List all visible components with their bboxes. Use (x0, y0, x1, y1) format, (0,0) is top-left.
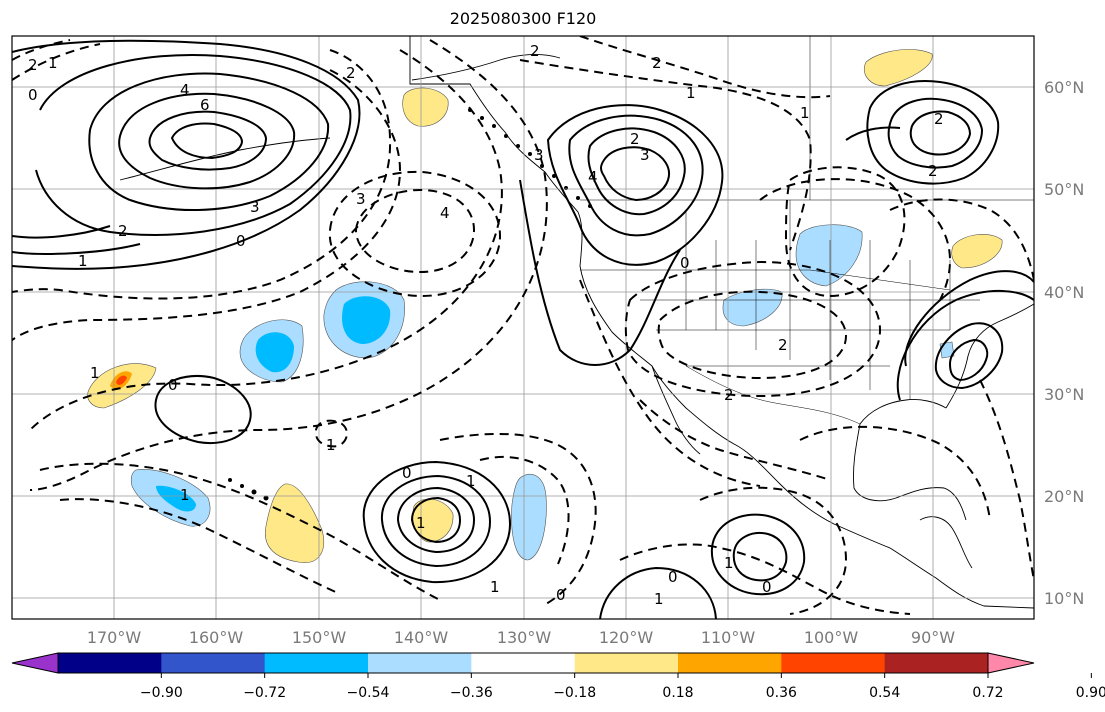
contour-label: 3 (250, 198, 260, 216)
colorbar-tick-label: 0.36 (766, 685, 797, 701)
contour-label: 1 (654, 590, 664, 608)
contour-label: 2 (346, 64, 356, 82)
contour-label: 1 (466, 472, 476, 490)
island-chain (228, 108, 592, 501)
contour-label: 0 (168, 376, 178, 394)
latitude-tick-label: 40°N (1044, 283, 1084, 302)
colorbar-segment (471, 653, 576, 673)
colorbar-segment (161, 653, 266, 673)
contour-label: 1 (490, 578, 500, 596)
contour-label: 0 (668, 568, 678, 586)
contour-label: 4 (440, 204, 450, 222)
warm-anomaly-great-lakes (951, 234, 1003, 269)
longitude-tick-label: 160°W (189, 628, 244, 647)
contour-label: 3 (640, 146, 650, 164)
colorbar-tick-label: 0.18 (662, 685, 693, 701)
contour-label: 6 (200, 96, 210, 114)
contour-label: 1 (416, 514, 426, 532)
contour-label: 1 (180, 486, 190, 504)
cool-anomaly-hawaii-west-core (156, 485, 196, 512)
coastlines (119, 36, 1034, 609)
cool-anomaly-plains (795, 224, 863, 287)
contour-label: 0 (28, 86, 38, 104)
contour-label: 2 (928, 162, 938, 180)
contour-label: 2 (530, 42, 540, 60)
colorbar-segment (781, 653, 886, 673)
contour-label: 1 (686, 84, 696, 102)
latitude-tick-labels: 60°N 50°N 40°N 30°N 20°N 10°N (1044, 78, 1084, 608)
contour-label: 2 (724, 386, 734, 404)
longitude-tick-label: 90°W (911, 628, 955, 647)
colorbar-tick-label: −0.18 (553, 685, 596, 701)
colorbar-segment (264, 653, 369, 673)
contour-label: 1 (48, 54, 58, 72)
longitude-tick-label: 100°W (804, 628, 859, 647)
longitude-tick-label: 110°W (701, 628, 756, 647)
contour-label: 2 (28, 56, 38, 74)
warm-anomaly-core-red (116, 375, 127, 385)
longitude-tick-label: 120°W (599, 628, 654, 647)
contour-label: 3 (356, 190, 366, 208)
latitude-tick-label: 60°N (1044, 78, 1084, 97)
contour-label: 0 (402, 464, 412, 482)
colorbar-frame (57, 652, 989, 674)
contour-label: 1 (724, 554, 734, 572)
contour-label: 4 (588, 168, 598, 186)
contour-label: 2 (778, 336, 788, 354)
colorbar-max-extension (987, 652, 1035, 674)
colorbar-segment (884, 653, 989, 673)
longitude-tick-label: 140°W (394, 628, 449, 647)
colorbar-segment (574, 653, 679, 673)
solid-contours (12, 39, 1034, 619)
latitude-tick-label: 30°N (1044, 385, 1084, 404)
contour-label: 2 (652, 54, 662, 72)
colorbar-min-extension (11, 652, 59, 674)
latitude-tick-label: 50°N (1044, 180, 1084, 199)
warm-anomaly-hawaii-south (264, 483, 324, 563)
dashed-contours (12, 36, 1034, 615)
contour-label: 1 (326, 436, 336, 454)
contour-label: 1 (90, 364, 100, 382)
longitude-tick-label: 150°W (292, 628, 347, 647)
colorbar-tick-label: −0.90 (140, 685, 183, 701)
longitude-tick-label: 170°W (87, 628, 142, 647)
cool-anomaly-southwest (722, 288, 783, 327)
contour-label: 1 (78, 252, 88, 270)
shaded-anomaly-areas (87, 49, 1003, 563)
colorbar-tick-label: 0.54 (869, 685, 900, 701)
colorbar-tick-label: −0.72 (243, 685, 286, 701)
map-frame (11, 35, 1035, 620)
colorbar-tick-label: 0.72 (972, 685, 1003, 701)
colorbar-segment (368, 653, 472, 673)
graticule (12, 36, 1034, 619)
cool-anomaly-central-pacific-core (342, 296, 391, 344)
map-title: 2025080300 F120 (449, 9, 597, 28)
longitude-tick-labels: 170°W 160°W 150°W 140°W 130°W 120°W 110°… (87, 628, 955, 647)
colorbar-tick-label: 0.90 (1076, 685, 1105, 701)
latitude-tick-label: 20°N (1044, 487, 1084, 506)
contour-label: 4 (180, 81, 190, 99)
contour-label: 3 (534, 146, 544, 164)
cool-anomaly-subtropics-core (255, 332, 294, 373)
warm-anomaly-north-atlantic (864, 49, 933, 87)
contour-labels: 2 1 0 4 6 3 2 1 0 2 3 4 0 1 2 2 2 3 4 3 … (28, 42, 944, 608)
colorbar: −0.90 −0.72 −0.54 −0.36 −0.18 0.18 0.36 0.54 0.7… (11, 652, 1105, 701)
colorbar-tick-label: −0.36 (450, 685, 493, 701)
colorbar-tick-label: −0.54 (347, 685, 390, 701)
contour-label: 2 (118, 222, 128, 240)
contour-label: 0 (680, 254, 690, 272)
latitude-tick-label: 10°N (1044, 589, 1084, 608)
contour-label: 2 (630, 130, 640, 148)
contour-label: 2 (934, 110, 944, 128)
colorbar-segment (58, 653, 162, 673)
contour-label: 0 (762, 578, 772, 596)
colorbar-segment (678, 653, 782, 673)
contour-label: 1 (800, 104, 810, 122)
contour-label: 0 (556, 586, 566, 604)
warm-anomaly-gulf-of-alaska (402, 87, 449, 127)
contour-label: 0 (236, 232, 246, 250)
longitude-tick-label: 130°W (497, 628, 552, 647)
